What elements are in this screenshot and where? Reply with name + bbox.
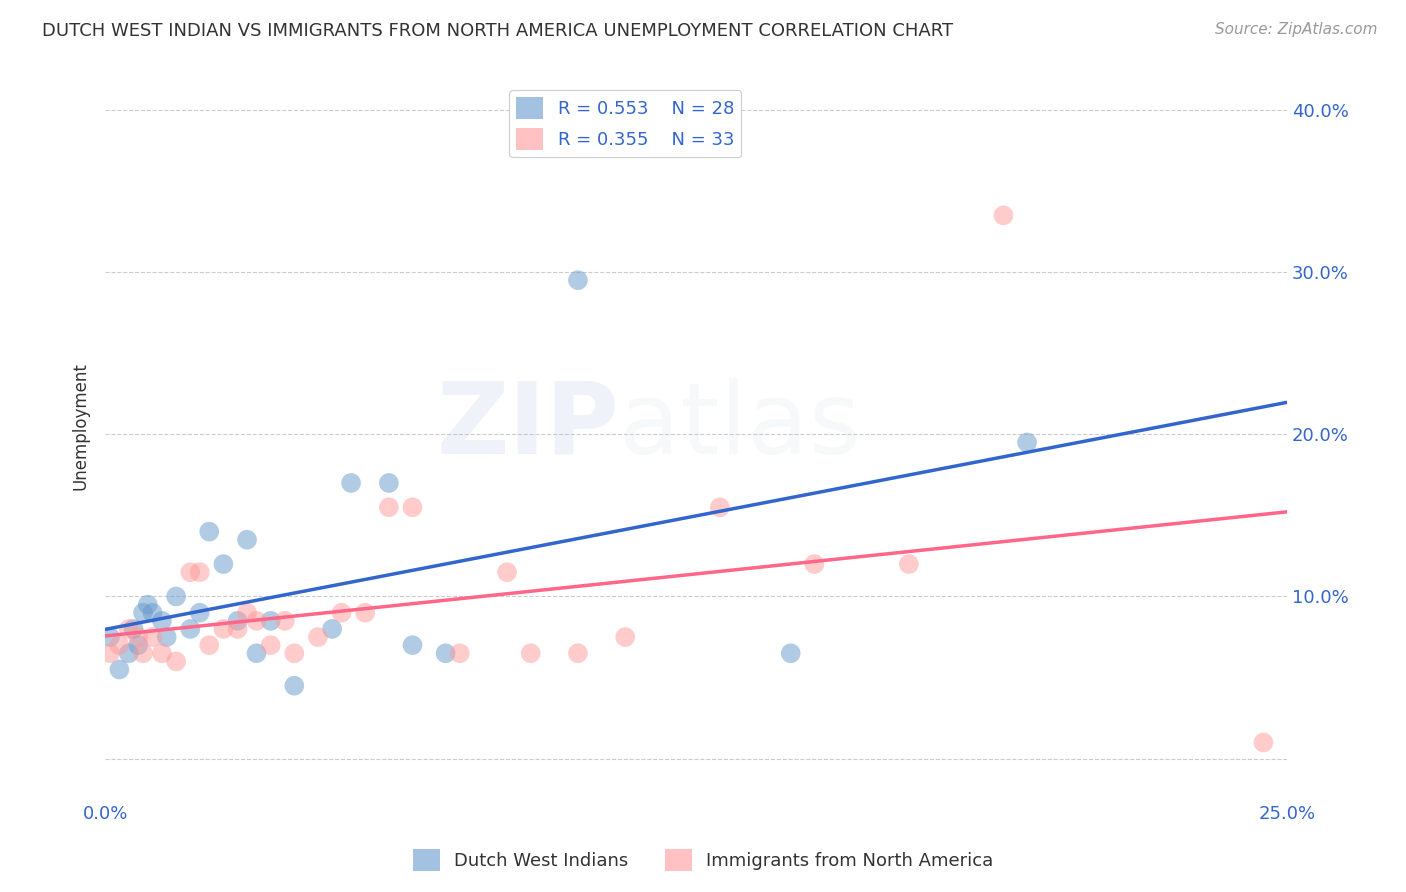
Point	[132, 606, 155, 620]
Point	[127, 638, 149, 652]
Point	[274, 614, 297, 628]
Point	[330, 606, 353, 620]
Point	[136, 598, 159, 612]
Point	[378, 500, 401, 515]
Point	[260, 614, 283, 628]
Point	[98, 630, 121, 644]
Point	[198, 524, 221, 539]
Point	[212, 557, 235, 571]
Point	[567, 646, 589, 660]
Point	[141, 630, 163, 644]
Point	[401, 500, 423, 515]
Text: 25.0%: 25.0%	[1258, 805, 1316, 823]
Text: ZIP: ZIP	[436, 377, 619, 475]
Point	[340, 475, 363, 490]
Point	[165, 590, 187, 604]
Point	[236, 533, 259, 547]
Point	[401, 638, 423, 652]
Point	[127, 630, 149, 644]
Point	[803, 557, 825, 571]
Point	[567, 273, 589, 287]
Point	[307, 630, 329, 644]
Point	[156, 630, 179, 644]
Point	[212, 622, 235, 636]
Point	[188, 606, 211, 620]
Point	[519, 646, 541, 660]
Point	[236, 606, 259, 620]
Point	[897, 557, 920, 571]
Point	[283, 679, 305, 693]
Point	[260, 638, 283, 652]
Point	[709, 500, 731, 515]
Point	[132, 646, 155, 660]
Point	[321, 622, 343, 636]
Point	[165, 654, 187, 668]
Text: 0.0%: 0.0%	[83, 805, 128, 823]
Text: Source: ZipAtlas.com: Source: ZipAtlas.com	[1215, 22, 1378, 37]
Text: DUTCH WEST INDIAN VS IMMIGRANTS FROM NORTH AMERICA UNEMPLOYMENT CORRELATION CHAR: DUTCH WEST INDIAN VS IMMIGRANTS FROM NOR…	[42, 22, 953, 40]
Legend: Dutch West Indians, Immigrants from North America: Dutch West Indians, Immigrants from Nort…	[405, 842, 1001, 879]
Point	[779, 646, 801, 660]
Point	[226, 614, 249, 628]
Point	[354, 606, 377, 620]
Point	[245, 614, 267, 628]
Point	[179, 565, 201, 579]
Point	[283, 646, 305, 660]
Point	[179, 622, 201, 636]
Point	[1253, 735, 1275, 749]
Text: atlas: atlas	[619, 377, 860, 475]
Point	[226, 622, 249, 636]
Point	[434, 646, 457, 660]
Point	[98, 646, 121, 660]
Point	[496, 565, 519, 579]
Point	[150, 614, 173, 628]
Point	[188, 565, 211, 579]
Point	[118, 646, 141, 660]
Point	[614, 630, 637, 644]
Point	[198, 638, 221, 652]
Point	[150, 646, 173, 660]
Point	[118, 622, 141, 636]
Point	[108, 663, 131, 677]
Point	[1015, 435, 1038, 450]
Point	[141, 606, 163, 620]
Y-axis label: Unemployment: Unemployment	[72, 362, 89, 490]
Point	[449, 646, 471, 660]
Legend: R = 0.553    N = 28, R = 0.355    N = 33: R = 0.553 N = 28, R = 0.355 N = 33	[509, 90, 741, 158]
Point	[993, 208, 1015, 222]
Point	[122, 622, 145, 636]
Point	[245, 646, 267, 660]
Point	[108, 638, 131, 652]
Point	[378, 475, 401, 490]
